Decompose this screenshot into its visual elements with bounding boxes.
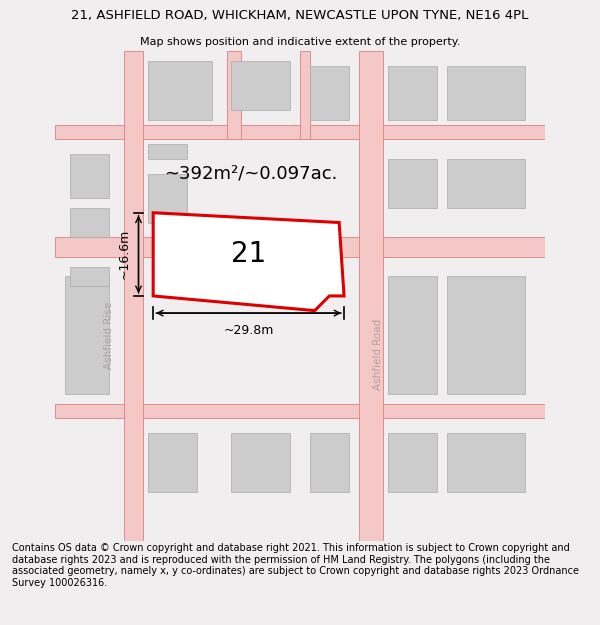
Bar — [70, 208, 109, 238]
Polygon shape — [153, 213, 344, 311]
Bar — [70, 267, 109, 286]
Bar — [359, 51, 383, 541]
Bar — [232, 433, 290, 492]
Bar — [148, 144, 187, 159]
Bar — [70, 154, 109, 198]
Bar — [388, 66, 437, 120]
Text: 21: 21 — [231, 241, 266, 268]
Bar — [55, 124, 545, 139]
Bar — [447, 276, 525, 394]
Bar — [388, 159, 437, 208]
Bar — [447, 66, 525, 120]
Text: ~392m²/~0.097ac.: ~392m²/~0.097ac. — [164, 164, 338, 182]
Text: Contains OS data © Crown copyright and database right 2021. This information is : Contains OS data © Crown copyright and d… — [12, 543, 579, 588]
Bar — [232, 61, 290, 110]
Bar — [388, 276, 437, 394]
Bar — [55, 404, 545, 418]
Bar — [65, 276, 109, 394]
Bar — [124, 51, 143, 541]
Text: Ashfield Rise: Ashfield Rise — [104, 301, 114, 369]
Text: 21, ASHFIELD ROAD, WHICKHAM, NEWCASTLE UPON TYNE, NE16 4PL: 21, ASHFIELD ROAD, WHICKHAM, NEWCASTLE U… — [71, 9, 529, 22]
Bar — [300, 51, 310, 139]
Bar — [310, 433, 349, 492]
Bar — [447, 433, 525, 492]
Text: ~29.8m: ~29.8m — [223, 324, 274, 337]
Text: ~16.6m: ~16.6m — [118, 229, 130, 279]
Text: Map shows position and indicative extent of the property.: Map shows position and indicative extent… — [140, 37, 460, 47]
Bar — [227, 51, 241, 139]
Text: Ashfield Road: Ashfield Road — [373, 319, 383, 390]
Bar — [55, 238, 545, 257]
Bar — [310, 66, 349, 120]
Bar — [148, 174, 187, 222]
Bar — [447, 159, 525, 208]
Bar — [148, 61, 212, 120]
Bar — [148, 433, 197, 492]
Bar — [388, 433, 437, 492]
